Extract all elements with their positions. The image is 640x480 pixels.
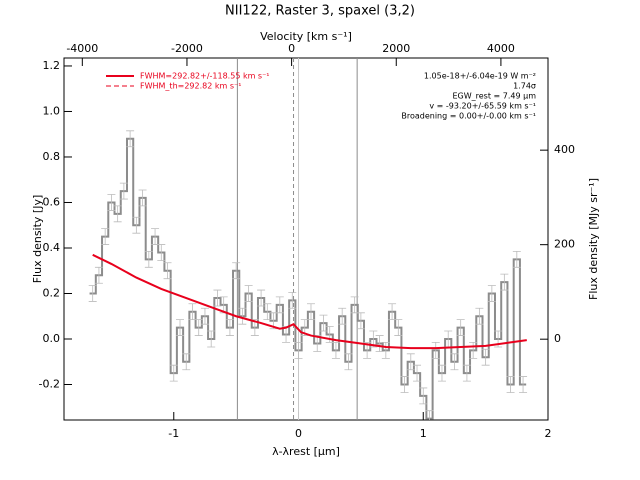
x2-tick-label: 4000: [487, 42, 515, 55]
y-tick-label: 0.2: [43, 286, 61, 299]
error-bar: [213, 289, 222, 307]
x2-tick-label: -4000: [66, 42, 98, 55]
error-bar: [263, 303, 272, 321]
annotation: EGW_rest = 7.49 μm: [452, 92, 536, 101]
y-tick-label: 0.4: [43, 241, 61, 254]
error-bar: [431, 342, 440, 359]
error-bar: [331, 342, 340, 359]
error-bar: [306, 303, 315, 321]
error-bar: [456, 319, 465, 336]
x2-tick-label: -2000: [171, 42, 203, 55]
error-bar: [244, 285, 253, 302]
legend-label: FWHM_th=292.82 km s⁻¹: [140, 82, 241, 91]
error-bar: [356, 312, 365, 330]
y-tick-label: 0.8: [43, 150, 61, 163]
y-tick-label: 1.2: [43, 59, 61, 72]
annotation: 1.74σ: [513, 82, 536, 91]
fit-curve: [92, 253, 527, 350]
error-bar: [475, 307, 484, 325]
error-bar: [182, 353, 191, 371]
error-bar: [157, 244, 166, 261]
error-bar: [225, 319, 234, 336]
error-bar: [462, 364, 471, 382]
x-tick-label: 2: [545, 427, 552, 440]
error-bar: [119, 182, 128, 200]
spectrum-step: [89, 137, 527, 420]
error-bar: [344, 353, 353, 371]
error-bar: [319, 314, 328, 332]
y2-tick-label: 0: [554, 332, 561, 345]
error-bar: [94, 266, 103, 284]
error-bar: [500, 273, 509, 291]
plot-area: [88, 58, 528, 420]
y-tick-label: -0.2: [39, 378, 60, 391]
error-bar: [506, 376, 515, 393]
x-tick-label: -1: [168, 427, 179, 440]
error-bar: [207, 330, 216, 348]
legend-label: FWHM=292.82+/-118.55 km s⁻¹: [140, 72, 270, 81]
annotation: 1.05e-18+/-6.04e-19 W m⁻²: [424, 72, 536, 81]
error-bar: [469, 342, 478, 359]
error-bar: [519, 376, 528, 393]
error-bar: [232, 262, 241, 280]
error-bar: [257, 289, 266, 307]
x-tick-label: 1: [420, 427, 427, 440]
chart-title: NII122, Raster 3, spaxel (3,2): [225, 4, 415, 19]
error-bar: [275, 296, 284, 314]
error-bar: [400, 376, 409, 393]
y2-tick-label: 200: [554, 238, 575, 251]
error-bar: [144, 251, 153, 268]
error-bar: [512, 251, 521, 268]
error-bar: [294, 342, 303, 359]
error-bar: [200, 307, 209, 325]
x2-tick-label: 2000: [382, 42, 410, 55]
error-bar: [406, 353, 415, 371]
error-bar: [113, 205, 122, 223]
error-bar: [338, 307, 347, 325]
y2-tick-label: 400: [554, 143, 575, 156]
error-bar: [375, 335, 384, 352]
error-bar: [88, 285, 97, 302]
error-bar: [163, 262, 172, 280]
error-bar: [107, 194, 116, 211]
plot-frame: [63, 57, 549, 421]
error-bar: [481, 348, 490, 366]
error-bar: [425, 410, 434, 420]
y-tick-label: 0.0: [43, 332, 61, 345]
error-bar: [138, 189, 147, 207]
x2-axis-label: Velocity [km s⁻¹]: [260, 30, 352, 43]
error-bar: [126, 130, 135, 148]
y-tick-label: 0.6: [43, 195, 61, 208]
error-bar: [238, 307, 247, 325]
error-bar: [450, 353, 459, 371]
y-tick-label: 1.0: [43, 104, 61, 117]
y2-axis-label: Flux density [MJy sr⁻¹]: [587, 178, 600, 300]
error-bar: [288, 291, 297, 309]
error-bar: [413, 364, 422, 382]
annotation: Broadening = 0.00+/-0.00 km s⁻¹: [401, 112, 536, 121]
error-bar: [194, 319, 203, 336]
x2-tick-label: 0: [288, 42, 295, 55]
error-bar: [394, 319, 403, 336]
y-axis-label: Flux density [Jy]: [31, 195, 44, 284]
annotation: v = -93.20+/-65.59 km s⁻¹: [429, 102, 536, 111]
error-bar: [132, 216, 141, 234]
error-bar: [487, 285, 496, 302]
error-bar: [437, 364, 446, 382]
error-bar: [381, 342, 390, 359]
x-tick-label: 0: [295, 427, 302, 440]
error-bar: [101, 228, 110, 245]
error-bar: [419, 387, 428, 405]
x-axis-label: λ-λrest [μm]: [272, 445, 340, 458]
error-bar: [176, 319, 185, 336]
error-bar: [169, 364, 178, 382]
